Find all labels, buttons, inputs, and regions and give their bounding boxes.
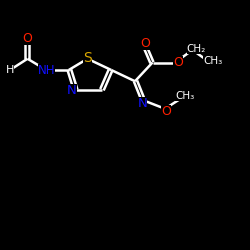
Text: O: O xyxy=(161,105,171,118)
Text: O: O xyxy=(140,37,150,50)
Text: N: N xyxy=(138,97,147,110)
Text: CH₃: CH₃ xyxy=(176,91,195,101)
Text: H: H xyxy=(6,65,14,75)
Text: O: O xyxy=(22,32,32,45)
Text: S: S xyxy=(83,50,92,64)
Text: NH: NH xyxy=(38,64,55,76)
Text: CH₂: CH₂ xyxy=(186,44,206,54)
Text: N: N xyxy=(67,84,77,96)
Text: CH₃: CH₃ xyxy=(203,56,222,66)
Text: O: O xyxy=(173,56,183,69)
